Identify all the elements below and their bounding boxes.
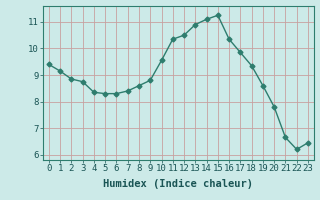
X-axis label: Humidex (Indice chaleur): Humidex (Indice chaleur) [103,179,253,189]
